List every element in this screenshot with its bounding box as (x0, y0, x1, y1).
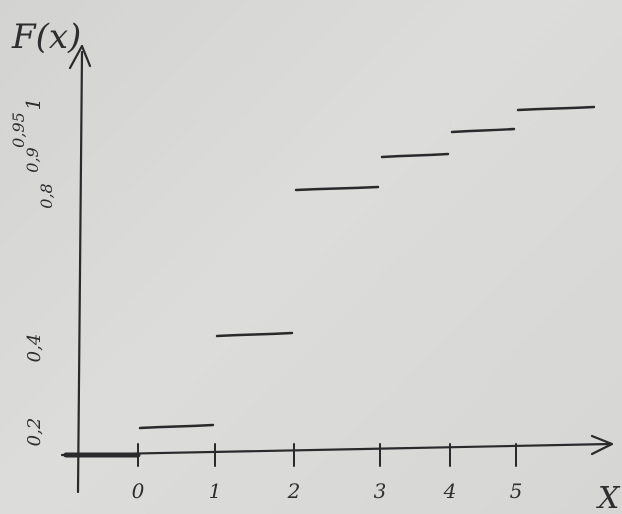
x-tick-label-0: 0 (132, 479, 145, 503)
step-segment-4 (450, 127, 516, 134)
x-tick-label-5: 5 (510, 479, 523, 503)
x-tick-label-1: 1 (209, 479, 222, 503)
step-segment-0 (138, 423, 215, 430)
y-tick-label-4: 0,95 (9, 112, 28, 148)
y-tick-label-2: 0,8 (37, 183, 56, 208)
y-tick-label-3: 0,9 (23, 147, 42, 172)
step-segments (138, 105, 596, 430)
x-tick-labels: 0 1 2 3 4 5 (132, 479, 523, 503)
y-tick-label-0: 0,2 (24, 418, 45, 447)
y-tick-label-1: 0,4 (24, 334, 45, 363)
x-axis-arrow (590, 434, 614, 456)
x-axis (60, 442, 612, 457)
axes (60, 44, 614, 494)
x-axis-label: X (596, 481, 621, 514)
y-axis-arrow (68, 44, 92, 70)
labels: F(x) X (11, 17, 621, 514)
step-segment-5 (516, 105, 596, 112)
x-ticks (137, 443, 517, 467)
y-axis-label: F(x) (11, 17, 81, 57)
step-segment-2 (294, 185, 380, 192)
y-tick-labels: 0,2 0,4 0,8 0,90,951 (9, 98, 56, 447)
x-tick-label-2: 2 (287, 479, 301, 503)
x-tick-label-3: 3 (374, 479, 387, 503)
y-axis (76, 50, 84, 494)
y-tick-label-5: 1 (21, 98, 45, 111)
step-segment-3 (380, 152, 450, 159)
x-tick-label-4: 4 (443, 479, 457, 503)
step-segment-1 (215, 331, 294, 338)
